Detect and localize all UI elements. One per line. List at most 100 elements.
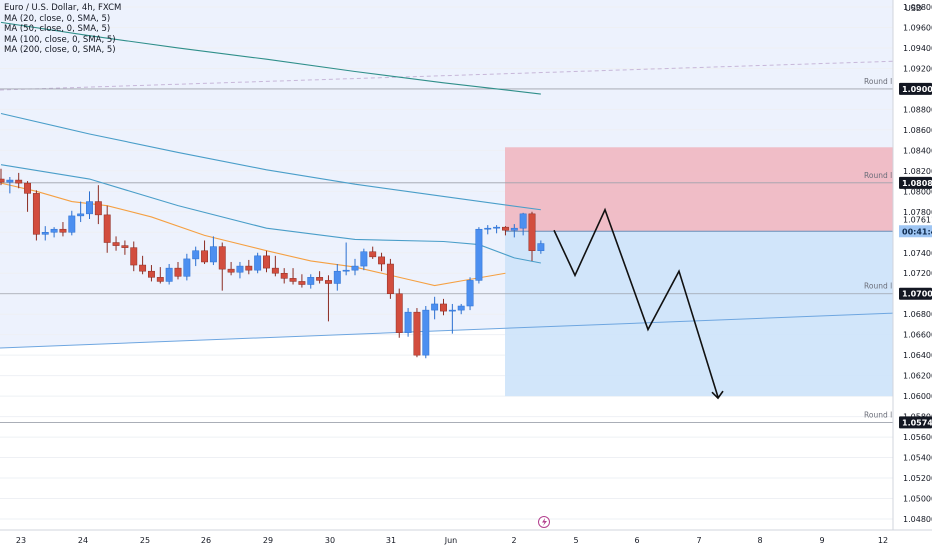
candle-body [413, 311, 421, 356]
candle-body [422, 309, 430, 356]
candle-body [342, 269, 350, 272]
candle-body [201, 250, 209, 263]
time-tick-label: 24 [78, 536, 88, 545]
candle [360, 248, 368, 271]
symbol-title[interactable]: Euro / U.S. Dollar, 4h, FXCM [4, 3, 122, 13]
candle [77, 201, 85, 223]
candle [68, 210, 76, 236]
candle-body [325, 280, 332, 284]
candle [32, 190, 40, 241]
candle [466, 277, 474, 311]
countdown-text: 00:41:44 [902, 227, 932, 236]
candle-body [395, 293, 403, 333]
candle [50, 227, 58, 238]
candle-body [475, 228, 483, 281]
candle-body [0, 178, 5, 183]
candle [440, 298, 447, 316]
time-tick-label: 29 [263, 536, 273, 545]
candle [289, 268, 297, 285]
round-level-label: Round level [864, 171, 908, 180]
candle-body [386, 263, 394, 294]
candle [271, 255, 279, 277]
candle [139, 255, 147, 275]
candle [121, 240, 129, 255]
candle [484, 225, 492, 235]
candle [156, 267, 164, 284]
candle [502, 226, 509, 236]
candle-body [24, 182, 32, 194]
price-tick-label: 1.06800 [903, 310, 932, 319]
candle [192, 246, 200, 267]
candle [404, 308, 412, 337]
candle [386, 258, 394, 299]
price-tick-label: 1.06400 [903, 351, 932, 360]
time-tick-label: 9 [819, 536, 824, 545]
legend-ma50[interactable]: MA (50, close, 0, SMA, 5) [4, 24, 111, 34]
long-short-position-zones[interactable]: Round level Round level Round level Round l… [0, 60, 908, 423]
candle-body [32, 193, 40, 235]
candle-body [404, 311, 412, 333]
candle [218, 242, 226, 291]
price-label-box [899, 287, 932, 300]
legend-ma20[interactable]: MA (20, close, 0, SMA, 5) [4, 13, 111, 24]
candle [325, 275, 332, 322]
trend-dashed-line [0, 60, 894, 91]
candle-body [466, 280, 474, 307]
candle [245, 259, 253, 275]
candle-body [41, 232, 49, 235]
time-tick-label: Jun [444, 536, 458, 545]
indicator-legend: Euro / U.S. Dollar, 4h, FXCM MA (20, clo… [4, 3, 121, 56]
currency-label: USD [905, 4, 922, 13]
candle-body [6, 179, 14, 183]
candle [201, 240, 209, 265]
candle [6, 176, 14, 194]
price-labels: 1.09000 1.08083 1.07000 1.05743 00:41:44 1.07… [899, 82, 932, 429]
candle-body [174, 267, 182, 277]
candle [519, 212, 527, 236]
candle-body [112, 242, 120, 246]
candle-body [351, 265, 359, 271]
candle [528, 211, 536, 261]
candle-body [448, 309, 456, 312]
candle [94, 185, 102, 225]
arrow-head [711, 390, 724, 400]
time-axis[interactable]: 23 24 25 26 29 30 31 Jun 2 5 6 7 8 9 12 [0, 529, 932, 545]
candle-body [94, 201, 102, 216]
legend-ma100[interactable]: MA (100, close, 0, SMA, 5) [4, 34, 116, 45]
candle [15, 172, 23, 189]
price-tick-label: 1.07400 [903, 249, 932, 258]
candle-body [121, 245, 129, 248]
candle-body [86, 201, 93, 215]
candle-body [378, 256, 386, 265]
lightning-icon[interactable] [538, 516, 550, 528]
candle [59, 222, 67, 237]
candle [254, 252, 262, 274]
candle-body [139, 264, 147, 272]
legend-ma200[interactable]: MA (200, close, 0, SMA, 5) [4, 45, 116, 55]
price-tick-label: 1.08600 [903, 126, 932, 135]
candle [342, 242, 350, 276]
moving-average-ma200 [0, 21, 541, 95]
candle [298, 274, 306, 288]
candle-body [227, 268, 235, 273]
candle-body [165, 267, 173, 282]
candle [86, 191, 93, 219]
price-tick-label: 1.05400 [903, 454, 932, 463]
candle-body [59, 228, 67, 233]
candle-body [263, 255, 270, 269]
candle [475, 227, 483, 284]
candle [413, 308, 421, 358]
candle [280, 268, 288, 284]
candle [236, 261, 244, 279]
price-tick-label: 1.09600 [903, 23, 932, 32]
candle [431, 296, 439, 320]
candle-body [440, 303, 447, 312]
candle [448, 303, 456, 334]
price-label-box [899, 176, 932, 189]
projection-drawing[interactable] [553, 207, 724, 400]
candle-body [457, 305, 465, 311]
projection-path [553, 207, 719, 398]
price-axis[interactable]: USD 1.04800 1.05000 1.05200 1.05400 1.05600 1… [892, 0, 932, 530]
price-tick-label: 1.08000 [903, 187, 932, 196]
